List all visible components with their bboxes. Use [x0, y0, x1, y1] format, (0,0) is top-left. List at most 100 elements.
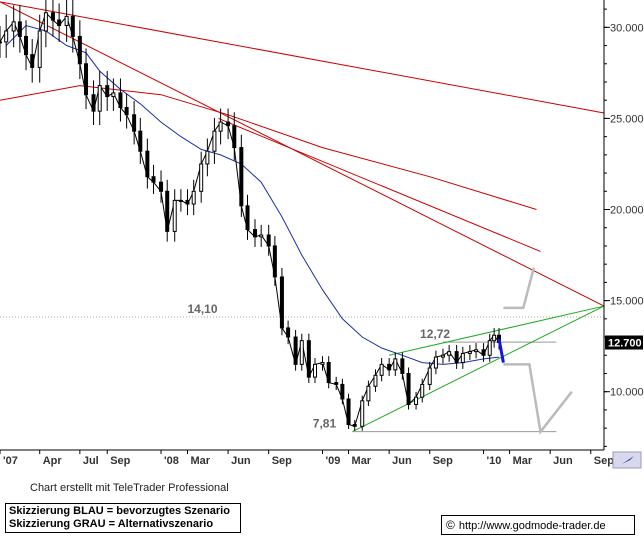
x-tick-label: Jul [83, 455, 99, 467]
price-candle [85, 64, 88, 95]
price-candle [38, 31, 41, 67]
price-candle [25, 36, 28, 54]
copyright-icon: © [446, 518, 455, 532]
price-candle [380, 364, 383, 375]
annotation-label: 7,81 [313, 417, 337, 431]
price-candle [401, 359, 404, 374]
price-candle [206, 151, 209, 164]
x-tick-label: Mar [352, 455, 372, 467]
price-candle [347, 399, 350, 425]
y-tick-label: 30.000 [610, 22, 644, 34]
chart-credit: Chart erstellt mit TeleTrader Profession… [30, 482, 229, 494]
annotation-label: 14,10 [188, 302, 218, 316]
x-axis: '07AprJulSep'08MarJunSep'09MarJunSep'10M… [0, 450, 614, 467]
price-candle [12, 22, 15, 31]
price-candle [475, 350, 478, 352]
x-tick-label: '08 [164, 455, 179, 467]
price-candle [367, 386, 370, 401]
price-candle [254, 230, 257, 237]
price-candle [361, 401, 364, 427]
price-candle [200, 164, 203, 191]
price-candle [448, 352, 451, 356]
price-candle [468, 352, 471, 354]
last-price-label: 12.700 [608, 338, 642, 350]
price-candle [5, 31, 8, 42]
legend-blue: Skizzierung BLAU = bevorzugtes Szenario [9, 505, 237, 518]
y-axis: 10.000 15.000 20.000 25.000 30.000 [604, 0, 644, 450]
price-candle [0, 42, 2, 43]
price-candle [106, 86, 109, 97]
x-tick-label: '09 [326, 455, 341, 467]
x-tick-label: Mar [513, 455, 533, 467]
price-candle [246, 206, 249, 230]
x-tick-label: Sep [594, 455, 614, 467]
price-chart: 14,1012,727,81 10.00015.00020.00025.0003… [0, 0, 644, 470]
price-candle [287, 328, 290, 337]
last-price-marker: 12.700 [605, 336, 643, 350]
price-candle [219, 122, 222, 131]
price-candle [341, 384, 344, 399]
price-candle [455, 352, 458, 363]
price-candle [112, 93, 115, 97]
x-tick-label: Sep [433, 455, 453, 467]
price-candle [415, 397, 418, 404]
price-candle [78, 36, 81, 63]
price-candle [71, 16, 74, 36]
price-candle [98, 86, 101, 112]
price-candle [407, 373, 410, 404]
price-candle [294, 337, 297, 364]
x-tick-label: '10 [487, 455, 502, 467]
x-tick-label: Mar [191, 455, 211, 467]
price-candle [152, 177, 155, 182]
y-tick-label: 15.000 [610, 296, 644, 308]
plot-background [0, 0, 604, 450]
price-candle [374, 375, 377, 386]
x-tick-label: Jun [392, 455, 412, 467]
price-candle [353, 424, 356, 426]
price-candle [482, 350, 485, 355]
price-candle [213, 131, 216, 151]
price-candle [51, 13, 54, 20]
price-candle [18, 22, 21, 37]
price-candle [173, 200, 176, 231]
price-candle [119, 93, 122, 108]
price-candle [240, 148, 243, 206]
price-candle [166, 191, 169, 231]
price-candle [307, 341, 310, 377]
legend-grey: Skizzierung GRAU = Alternativszenario [9, 518, 237, 531]
price-candle [280, 277, 283, 328]
price-candle [139, 131, 142, 151]
price-candle [441, 355, 444, 357]
price-candle [421, 384, 424, 397]
x-tick-label: Apr [43, 455, 63, 467]
price-candle [314, 364, 317, 377]
price-candle [300, 341, 303, 365]
price-candle [179, 200, 182, 201]
price-candle [58, 20, 61, 25]
price-candle [321, 363, 324, 365]
y-tick-label: 20.000 [610, 205, 644, 217]
copyright-box[interactable]: © http://www.godmode-trader.de [441, 515, 635, 535]
price-candle [267, 235, 270, 246]
price-candle [65, 16, 68, 25]
price-candle [160, 182, 163, 191]
y-tick-label: 25.000 [610, 113, 644, 125]
price-candle [388, 364, 391, 369]
x-tick-label: Jun [553, 455, 573, 467]
price-candle [192, 191, 195, 204]
y-tick-label: 10.000 [610, 387, 644, 399]
price-candle [133, 115, 136, 131]
x-tick-label: Sep [272, 455, 292, 467]
navigator-button[interactable] [613, 452, 641, 468]
price-candle [233, 126, 236, 148]
x-tick-label: Sep [110, 455, 130, 467]
price-candle [488, 341, 491, 356]
price-candle [327, 363, 330, 383]
price-candle [428, 368, 431, 384]
price-candle [146, 151, 149, 177]
price-candle [273, 246, 276, 277]
price-candle [394, 359, 397, 370]
copyright-url: http://www.godmode-trader.de [459, 520, 606, 532]
price-candle [125, 107, 128, 114]
x-tick-label: Jun [231, 455, 251, 467]
